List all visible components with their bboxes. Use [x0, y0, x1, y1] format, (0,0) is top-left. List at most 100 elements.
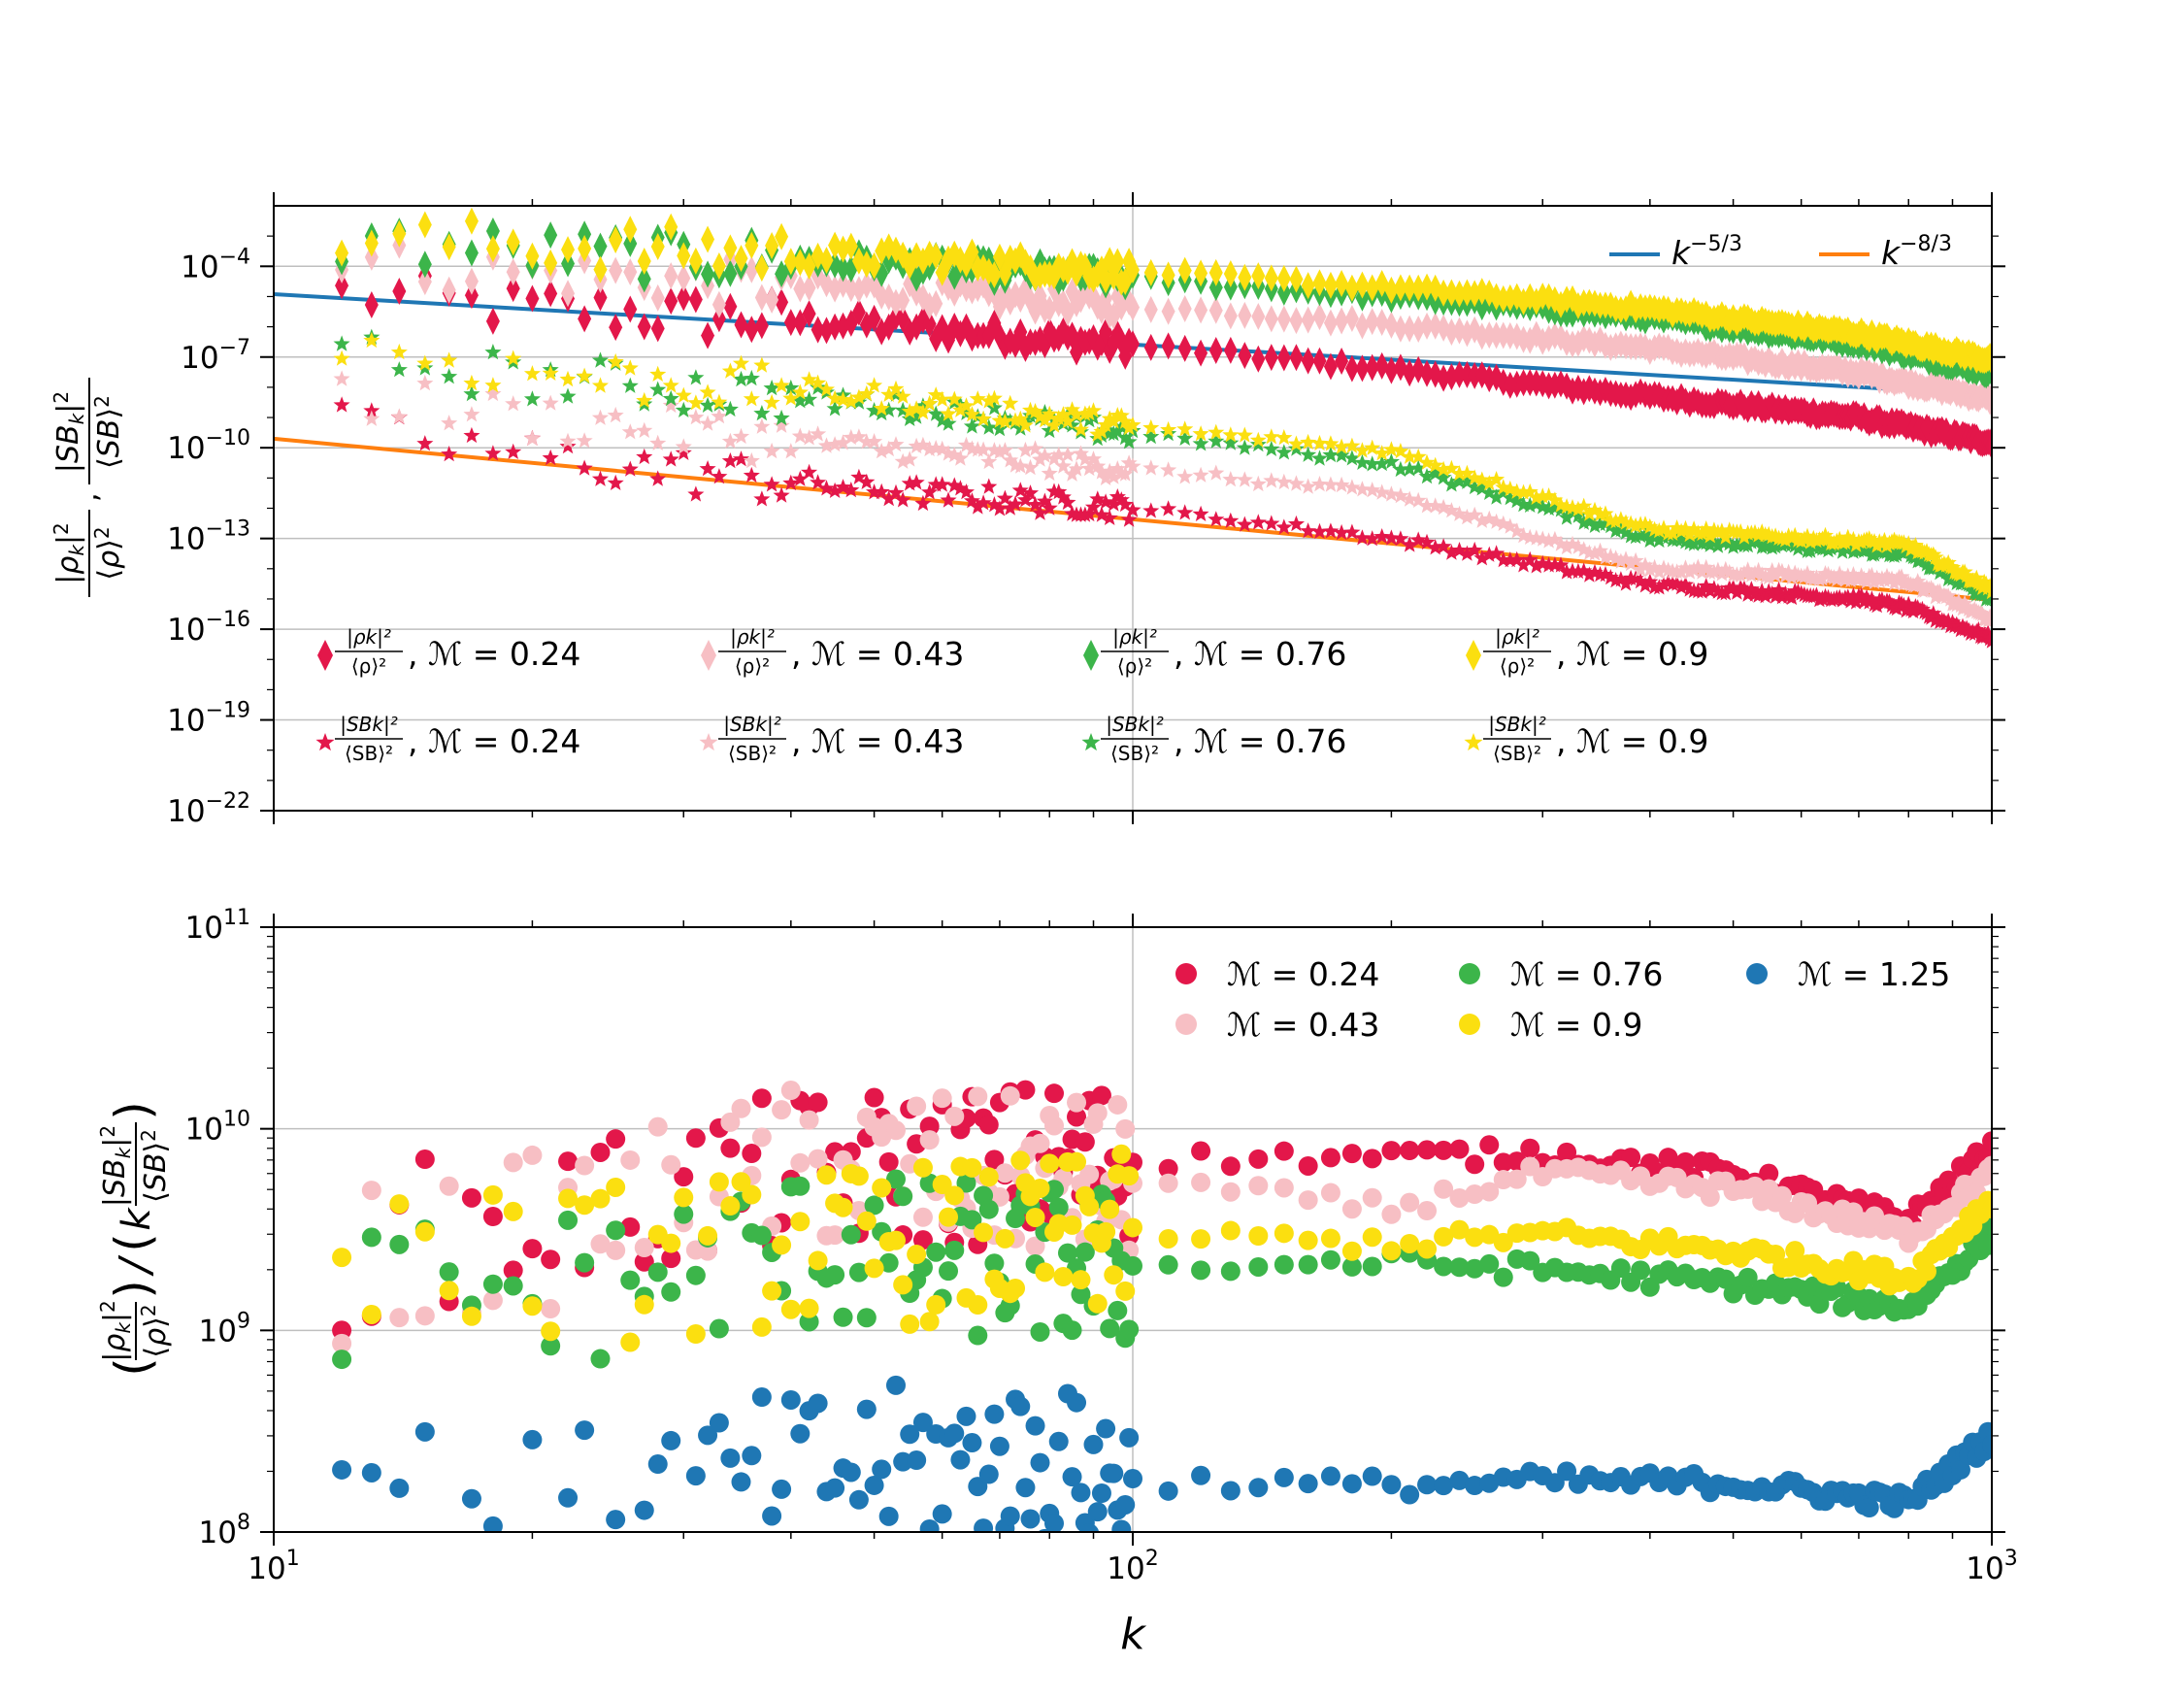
star-marker — [1480, 475, 1498, 491]
diamond-marker — [1143, 295, 1158, 323]
star-marker — [963, 406, 980, 422]
star-marker — [1027, 440, 1044, 456]
scatter-point — [1000, 1085, 1020, 1106]
star-marker — [1895, 596, 1912, 613]
diamond-marker — [637, 313, 651, 341]
scatter-point — [1248, 1256, 1269, 1277]
star-marker — [791, 427, 809, 444]
star-marker — [940, 491, 957, 508]
scatter-point — [1298, 1254, 1318, 1275]
star-marker — [1427, 539, 1444, 555]
diamond-marker — [1384, 276, 1399, 304]
scatter-point — [482, 1184, 503, 1205]
diamond-marker — [1985, 432, 1992, 460]
star-marker — [940, 415, 957, 431]
scatter-point — [1298, 1474, 1318, 1494]
diamond-marker — [1208, 296, 1223, 324]
diamond-marker — [506, 228, 520, 256]
star-marker — [559, 438, 577, 454]
star-marker — [1109, 488, 1126, 505]
scatter-point — [978, 1115, 999, 1135]
star-marker — [1192, 425, 1209, 442]
diamond-marker — [1238, 342, 1252, 370]
scatter-point — [1248, 1226, 1269, 1247]
svg-text:(: ( — [105, 1357, 161, 1377]
legend-series-label: ℳ = 0.76 — [1510, 955, 1663, 993]
diamond-marker — [1365, 274, 1379, 302]
scatter-point — [661, 1233, 681, 1253]
scatter-point — [1030, 1321, 1050, 1342]
scatter-point — [503, 1201, 523, 1221]
scatter-point — [1075, 1132, 1095, 1152]
star-marker — [1617, 523, 1635, 540]
diamond-marker — [793, 275, 808, 303]
star-marker — [1222, 471, 1240, 487]
star-marker — [1160, 420, 1177, 438]
scatter-point — [790, 1152, 811, 1173]
star-marker — [1676, 519, 1694, 537]
scatter-point — [751, 1088, 772, 1109]
star-marker — [559, 370, 577, 387]
star-marker — [1816, 526, 1834, 544]
star-marker — [835, 479, 852, 495]
star-marker — [1093, 506, 1110, 522]
star-marker — [1941, 590, 1959, 607]
star-marker — [1036, 447, 1053, 463]
scatter-point — [461, 1306, 481, 1326]
scatter-point — [414, 1149, 435, 1170]
diamond-marker — [775, 222, 789, 250]
star-marker — [732, 370, 750, 387]
star-marker — [1002, 394, 1019, 411]
star-marker — [1705, 521, 1723, 538]
scatter-point — [1025, 1236, 1045, 1256]
star-marker — [675, 438, 692, 454]
star-marker — [1591, 542, 1609, 558]
diamond-marker — [1420, 312, 1435, 340]
scatter-point — [503, 1152, 523, 1173]
star-marker — [363, 410, 381, 426]
scatter-point — [541, 1249, 561, 1270]
scatter-point — [389, 1308, 410, 1328]
star-marker — [1528, 557, 1545, 574]
star-marker — [843, 392, 860, 410]
diamond-marker — [1238, 301, 1252, 329]
diamond-marker — [1223, 336, 1238, 364]
diamond-marker — [1335, 269, 1349, 297]
scatter-point — [1119, 1166, 1140, 1186]
scatter-point — [558, 1188, 579, 1209]
scatter-point — [962, 1433, 982, 1453]
scatter-point — [808, 1149, 828, 1169]
star-marker — [607, 474, 624, 490]
star-marker — [1322, 522, 1340, 539]
diamond-marker — [965, 238, 979, 266]
star-marker — [850, 428, 868, 445]
star-marker — [1382, 529, 1400, 546]
scatter-point — [541, 1336, 561, 1356]
star-marker — [1109, 460, 1126, 477]
legend-diamond-marker — [1466, 640, 1481, 671]
star-marker — [1597, 505, 1614, 521]
scatter-point — [1111, 1144, 1132, 1164]
star-marker — [1570, 562, 1587, 580]
star-marker — [1176, 420, 1194, 437]
scatter-point — [685, 1128, 706, 1149]
star-marker — [1263, 472, 1280, 488]
scatter-point — [919, 1130, 940, 1150]
star-marker — [1409, 459, 1427, 476]
diamond-marker — [335, 272, 349, 300]
diamond-marker — [1335, 307, 1349, 335]
scatter-point — [461, 1187, 481, 1208]
star-marker — [963, 492, 980, 509]
star-marker — [1508, 522, 1526, 539]
diamond-marker — [811, 316, 825, 344]
star-marker — [773, 486, 790, 503]
diamond-marker — [1393, 274, 1407, 302]
scatter-point — [1010, 1150, 1031, 1171]
diamond-marker — [1335, 347, 1349, 375]
legend-series-label: ℳ = 0.43 — [1227, 1006, 1379, 1044]
diamond-marker — [836, 254, 850, 283]
scatter-point — [1087, 1103, 1108, 1123]
star-marker — [1011, 419, 1029, 436]
diamond-marker — [1208, 274, 1223, 302]
scatter-point — [1274, 1254, 1294, 1275]
